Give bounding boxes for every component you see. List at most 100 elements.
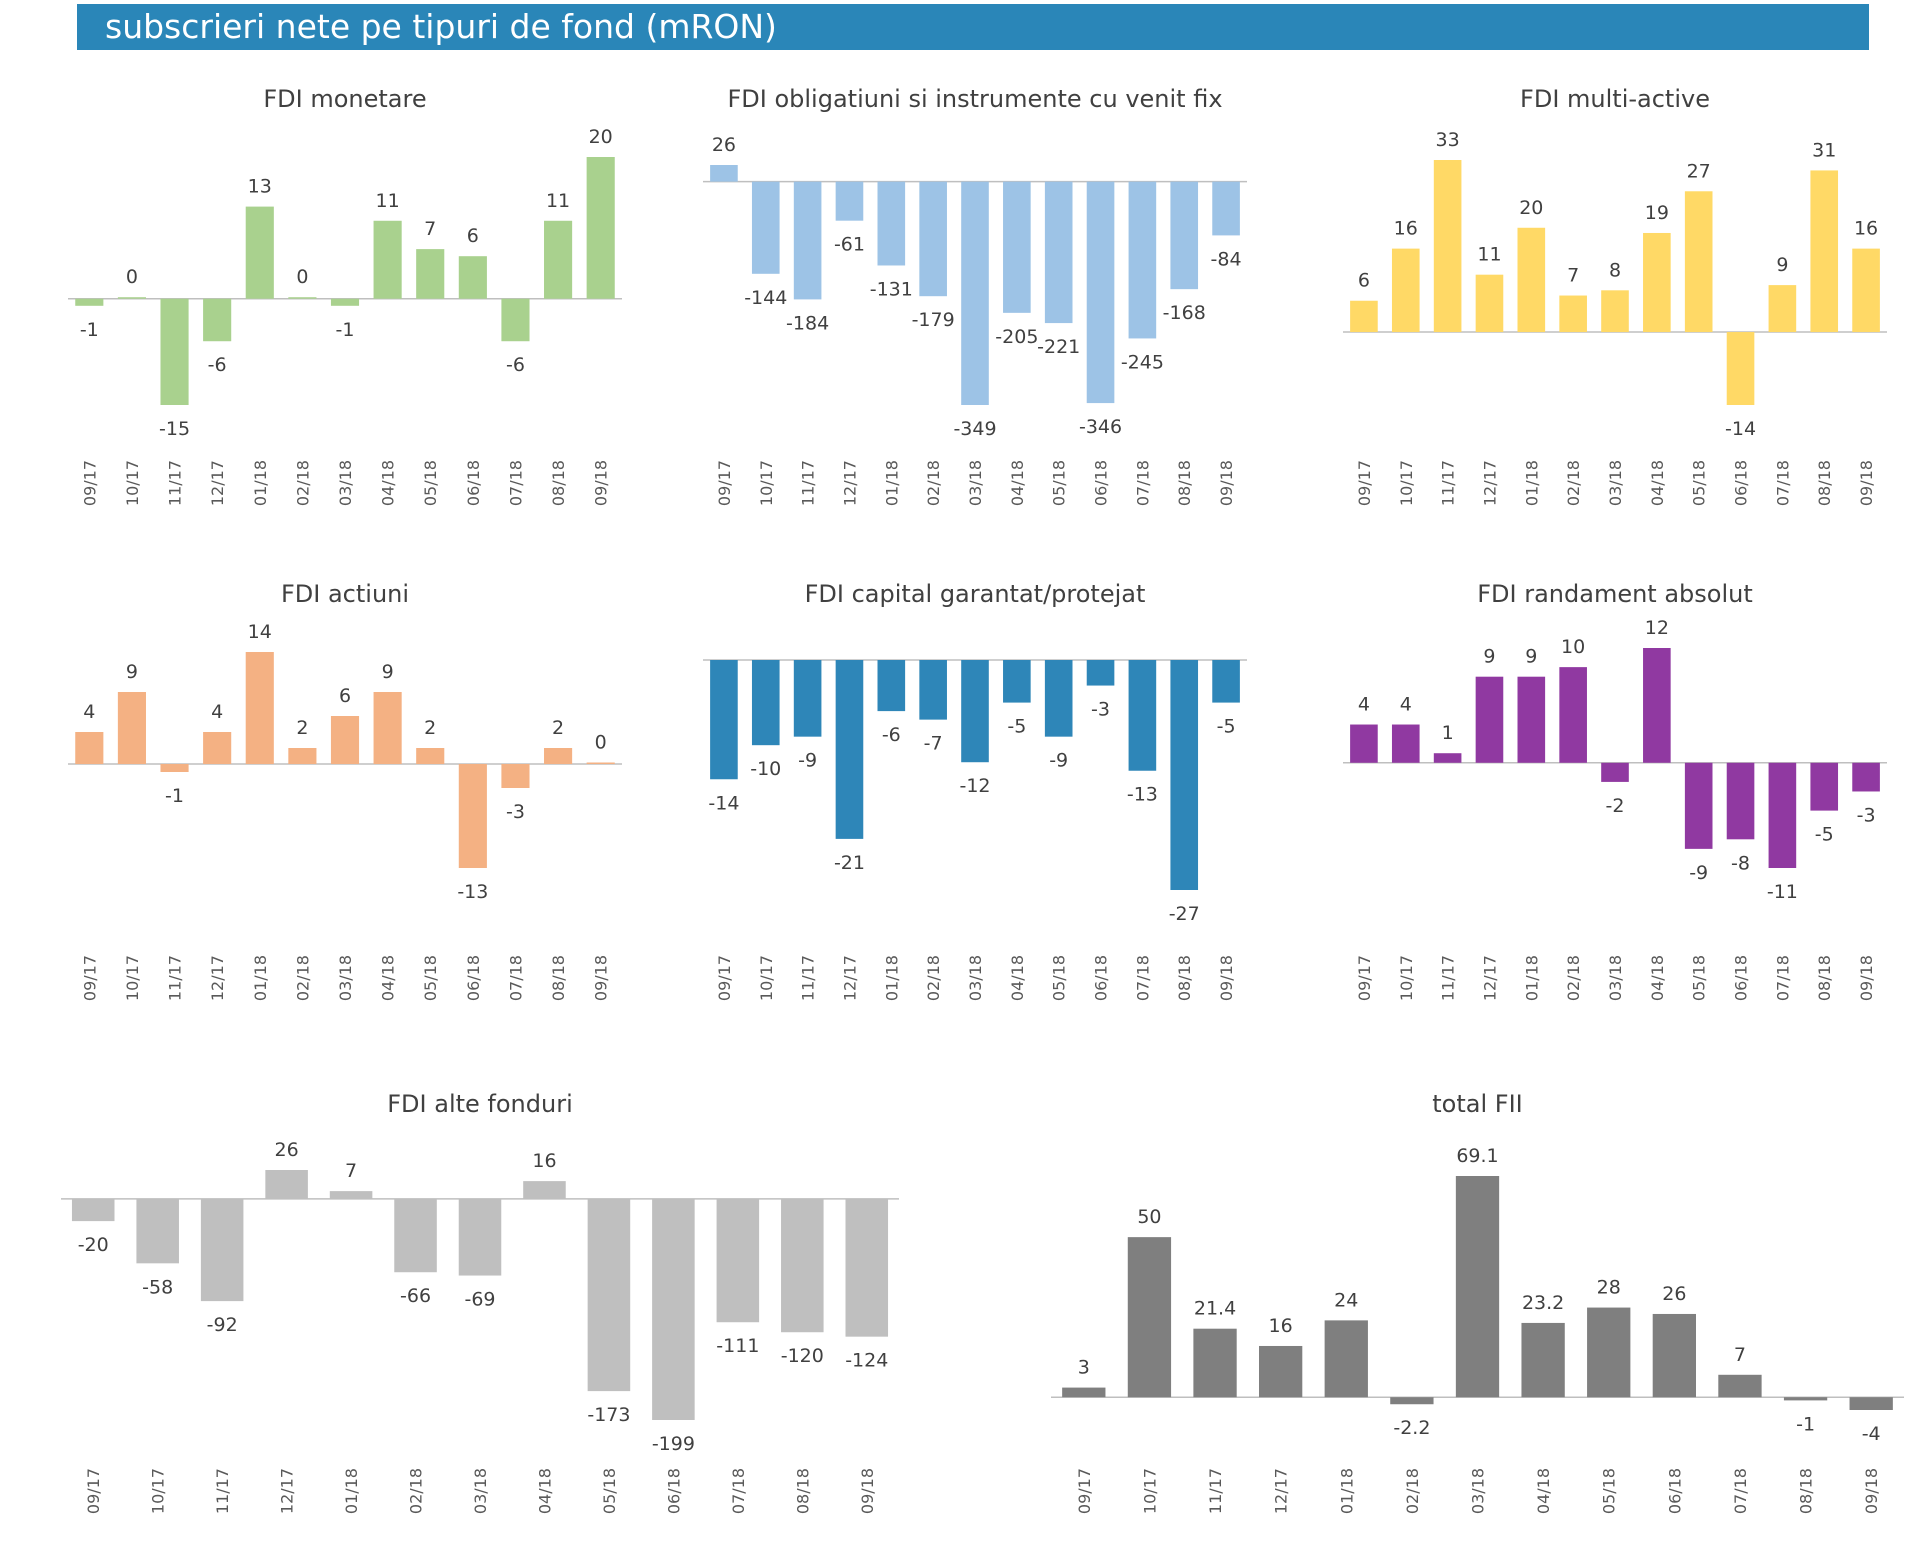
x-tick-label: 10/17 xyxy=(757,955,776,1001)
data-label: -221 xyxy=(1037,336,1080,358)
data-label: -245 xyxy=(1121,351,1164,373)
bar-04-18 xyxy=(1643,648,1671,763)
data-label: -7 xyxy=(924,733,943,755)
bar-10-17 xyxy=(751,181,780,274)
x-tick-label: 01/18 xyxy=(251,460,270,506)
bar-08-18 xyxy=(544,220,573,299)
data-label: 16 xyxy=(532,1150,556,1172)
data-label: 26 xyxy=(275,1139,299,1161)
bar-09-17 xyxy=(1062,1387,1106,1398)
bar-10-17 xyxy=(1391,248,1420,333)
data-label: -1 xyxy=(165,785,184,807)
data-label: -2.2 xyxy=(1393,1417,1430,1439)
x-tick-label: 09/17 xyxy=(715,955,734,1001)
bar-02-18 xyxy=(1559,295,1587,333)
x-tick-label: 06/18 xyxy=(1732,955,1751,1001)
x-tick-label: 08/18 xyxy=(549,955,568,1001)
data-label: 2 xyxy=(552,717,564,739)
bar-06-18 xyxy=(652,1198,695,1420)
bar-12-17 xyxy=(1259,1345,1303,1398)
x-tick-label: 02/18 xyxy=(293,955,312,1001)
x-tick-label: 02/18 xyxy=(407,1468,426,1514)
bar-08-18 xyxy=(781,1198,824,1333)
data-label: -14 xyxy=(1725,418,1756,440)
data-label: 9 xyxy=(1483,646,1495,668)
data-label: 9 xyxy=(126,661,138,683)
data-label: -9 xyxy=(798,750,817,772)
bar-06-18 xyxy=(1726,762,1755,840)
x-tick-label: 10/17 xyxy=(123,460,142,506)
bar-07-18 xyxy=(1718,1374,1762,1398)
x-tick-label: 12/17 xyxy=(1272,1468,1291,1514)
x-tick-label: 07/18 xyxy=(506,955,525,1001)
chart-title: FDI capital garantat/protejat xyxy=(804,580,1146,608)
chart-svg: -14 09/17 -10 10/17 -9 11/17 -21 12/17 -6 01/18 -7… xyxy=(703,659,1247,1001)
x-tick-label: 10/17 xyxy=(149,1468,168,1514)
x-tick-label: 07/18 xyxy=(729,1468,748,1514)
x-tick-label: 09/17 xyxy=(80,955,99,1001)
bar-11-17 xyxy=(200,1198,244,1302)
x-tick-label: 09/17 xyxy=(84,1468,103,1514)
bar-09-17 xyxy=(710,165,738,182)
bar-07-18 xyxy=(1768,285,1797,333)
data-label: 16 xyxy=(1269,1315,1293,1337)
x-tick-label: 07/18 xyxy=(1773,955,1792,1001)
data-label: -349 xyxy=(953,418,996,440)
x-tick-label: 01/18 xyxy=(1522,460,1541,506)
data-label: -6 xyxy=(208,354,227,376)
x-tick-label: 06/18 xyxy=(464,955,483,1001)
x-tick-label: 08/18 xyxy=(1815,955,1834,1001)
data-label: -3 xyxy=(1857,804,1876,826)
x-tick-label: 03/18 xyxy=(1469,1468,1488,1514)
bar-06-18 xyxy=(1652,1313,1696,1398)
bar-01-18 xyxy=(877,660,906,712)
x-tick-label: 09/18 xyxy=(1857,955,1876,1001)
chart-fdi-alte-fonduri: FDI alte fonduri -20 09/17 -58 10/17 -92 11/1… xyxy=(55,1090,905,1540)
data-label: -13 xyxy=(457,881,488,903)
x-tick-label: 01/18 xyxy=(1337,1468,1356,1514)
data-label: -6 xyxy=(506,354,525,376)
bar-02-18 xyxy=(1390,1397,1434,1405)
data-label: -1 xyxy=(80,319,99,341)
bar-11-17 xyxy=(160,764,189,772)
data-label: 8 xyxy=(1609,259,1621,281)
data-label: 9 xyxy=(1525,646,1537,668)
data-label: -1 xyxy=(1796,1413,1815,1435)
x-tick-label: 05/18 xyxy=(1050,955,1069,1001)
bar-08-18 xyxy=(544,748,573,764)
bar-09-18 xyxy=(1849,1397,1893,1410)
bar-12-17 xyxy=(265,1170,308,1199)
bar-04-18 xyxy=(1521,1322,1565,1398)
x-tick-label: 04/18 xyxy=(1008,460,1027,506)
data-label: -5 xyxy=(1815,824,1834,846)
bar-02-18 xyxy=(394,1198,437,1273)
x-tick-label: 08/18 xyxy=(1815,460,1834,506)
chart-title: FDI multi-active xyxy=(1520,85,1710,113)
bar-11-17 xyxy=(793,181,822,300)
data-label: -13 xyxy=(1127,784,1158,806)
x-tick-label: 12/17 xyxy=(1480,460,1499,506)
data-label: 28 xyxy=(1597,1277,1621,1299)
data-label: 10 xyxy=(1561,636,1585,658)
data-label: 9 xyxy=(382,661,394,683)
x-tick-label: 02/18 xyxy=(1564,955,1583,1001)
x-tick-label: 11/17 xyxy=(799,460,818,506)
bar-09-17 xyxy=(710,660,738,780)
x-tick-label: 06/18 xyxy=(464,460,483,506)
bar-07-18 xyxy=(501,298,530,342)
bar-05-18 xyxy=(1684,762,1713,849)
x-tick-label: 06/18 xyxy=(1732,460,1751,506)
x-tick-label: 10/17 xyxy=(1397,955,1416,1001)
data-label: 7 xyxy=(1734,1344,1746,1366)
data-label: 7 xyxy=(345,1160,357,1182)
x-tick-label: 06/18 xyxy=(664,1468,683,1514)
bar-08-18 xyxy=(1810,170,1839,333)
bar-01-18 xyxy=(245,652,274,764)
bar-10-17 xyxy=(1127,1237,1172,1398)
data-label: 20 xyxy=(589,126,613,148)
bar-12-17 xyxy=(835,660,864,839)
data-label: -120 xyxy=(781,1345,824,1367)
header-banner: subscrieri nete pe tipuri de fond (mRON) xyxy=(77,4,1869,50)
bar-06-18 xyxy=(1086,660,1115,686)
data-label: 26 xyxy=(1662,1283,1686,1305)
